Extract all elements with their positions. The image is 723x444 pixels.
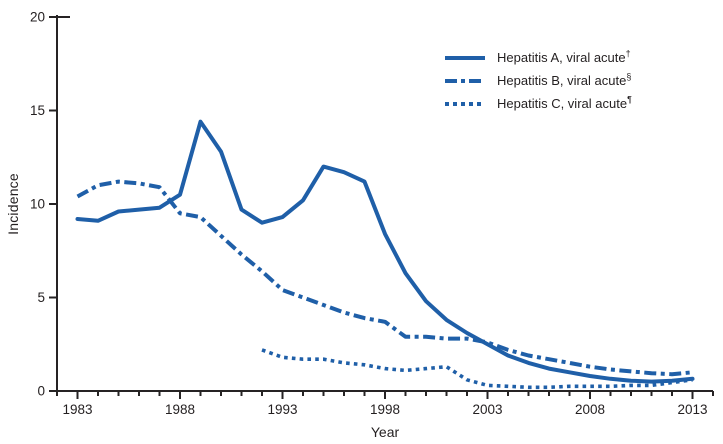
y-axis-title: Incidence [5, 173, 21, 235]
legend-label-text: Hepatitis A, viral acute [497, 50, 626, 65]
y-tick-label: 5 [37, 290, 45, 305]
legend-label-text: Hepatitis B, viral acute [497, 73, 627, 88]
series-line-hepatitis-b [76, 179, 693, 377]
legend-line-sample-solid [445, 55, 485, 60]
legend-item-hepatitis-c: Hepatitis C, viral acute¶ [444, 92, 632, 115]
x-tick-label: 2003 [472, 402, 502, 417]
y-tick-label: 10 [30, 197, 45, 212]
x-tick-label: 1998 [370, 402, 400, 417]
legend-line-sample-dashdot [445, 78, 485, 83]
series-line-hepatitis-a [75, 119, 695, 384]
x-tick-label: 1993 [267, 402, 297, 417]
legend-label: Hepatitis B, viral acute§ [497, 71, 632, 88]
x-tick-label: 1983 [62, 402, 92, 417]
legend-label: Hepatitis A, viral acute† [497, 48, 631, 65]
y-tick-label: 20 [30, 10, 45, 25]
x-tick-label: 1988 [165, 402, 195, 417]
x-tick-label: 2013 [677, 402, 707, 417]
legend-item-hepatitis-a: Hepatitis A, viral acute† [444, 46, 632, 69]
legend-line-sample-dotted [445, 101, 485, 106]
x-axis-title: Year [370, 424, 400, 440]
y-tick-label: 0 [37, 384, 45, 399]
legend-label-text: Hepatitis C, viral acute [497, 96, 628, 111]
x-axis-ticks: 1983 1988 1993 1998 2003 2008 2013 [56, 391, 714, 417]
legend-item-hepatitis-b: Hepatitis B, viral acute§ [444, 69, 632, 92]
x-tick-label: 2008 [575, 402, 605, 417]
legend-label-sup: § [626, 71, 632, 82]
y-axis-ticks: 0 5 10 15 20 [30, 10, 70, 399]
legend: Hepatitis A, viral acute† Hepatitis B, v… [444, 46, 632, 115]
legend-label: Hepatitis C, viral acute¶ [497, 94, 632, 111]
legend-label-sup: † [625, 48, 631, 59]
series-line-hepatitis-c [261, 348, 693, 390]
y-tick-label: 15 [30, 103, 45, 118]
legend-label-sup: ¶ [627, 94, 632, 105]
